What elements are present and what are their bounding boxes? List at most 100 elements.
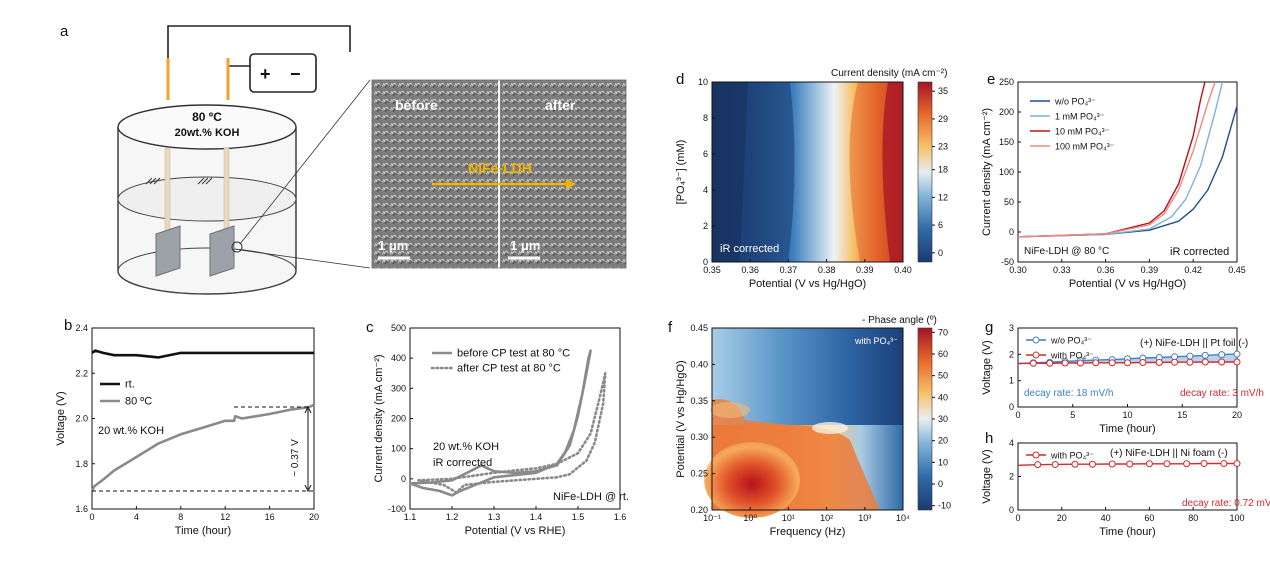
sample-label-c: NiFe-LDH @ rt.: [553, 491, 629, 503]
x-tick-label-g: 15: [1177, 410, 1187, 420]
legend-marker-g: [1032, 336, 1040, 344]
colorbar-tick-label-f: 0: [938, 479, 943, 489]
electrode-wire-left: [164, 147, 171, 233]
data-point-h: [1220, 460, 1228, 468]
decay-rate-red: decay rate: 3 mV/h: [1180, 388, 1264, 399]
sem-label-after: after: [545, 97, 576, 113]
data-point-g: [1061, 359, 1069, 367]
panel-letter-g: g: [985, 319, 993, 336]
y-tick-label-c: 400: [391, 353, 406, 363]
y-tick-label-b: 1.8: [75, 459, 88, 469]
data-point-h: [1108, 460, 1116, 468]
x-axis-label-b: Time (hour): [175, 525, 231, 537]
legend-label-b: rt.: [125, 379, 135, 391]
y-tick-label-e: 0: [1009, 227, 1014, 237]
panel-a: a + − 80 ºC 20wt.% KOH before after NiFe…: [60, 23, 627, 295]
data-point-g: [1139, 358, 1147, 366]
sem-image-before: [372, 80, 498, 268]
y-tick-label-c: 300: [391, 383, 406, 393]
electrolyte-label-c: 20 wt.% KOH: [433, 441, 499, 453]
x-tick-label-d: 0.36: [741, 265, 759, 275]
config-label-g: (+) NiFe-LDH || Pt foil (-): [1140, 338, 1248, 349]
decay-rate-h: decay rate: 0.72 mV/h: [1182, 498, 1270, 509]
y-tick-label-c: 100: [391, 444, 406, 454]
y-tick-label-e: 100: [999, 167, 1014, 177]
x-tick-label-c: 1.4: [530, 512, 543, 522]
panel-g: g 0 5 10 15 20 0 1 2 3 Time (hour) Voltage (V) w/o …: [981, 319, 1264, 435]
data-point-h: [1051, 460, 1059, 468]
y-tick-label-c: 500: [391, 323, 406, 333]
legend-label-e: 100 mM PO₄³⁻: [1055, 142, 1115, 152]
ir-label-d: iR corrected: [720, 243, 779, 255]
colorbar-tick-label-f: 10: [938, 457, 948, 467]
data-point-g: [1108, 359, 1116, 367]
circuit-wire-right: [227, 65, 250, 95]
electrode-leads: [166, 58, 230, 100]
colorbar-ticks-d: 0 6 12 18 23 29 35: [932, 86, 948, 258]
panel-letter-e: e: [987, 71, 995, 88]
data-point-g: [1029, 359, 1037, 367]
heatmap-d: [712, 82, 903, 262]
x-axis-label-g: Time (hour): [1099, 423, 1155, 435]
panel-letter-d: d: [676, 71, 684, 88]
electrode-plate-right: [209, 225, 235, 277]
x-tick-label-f: 10⁴: [896, 513, 910, 523]
data-point-g: [1046, 359, 1054, 367]
battery: [249, 53, 317, 93]
sem-label-before: before: [395, 97, 438, 113]
series-line-c-1: [417, 372, 607, 494]
y-tick-label-b: 1.6: [75, 504, 88, 514]
panel-letter-f: f: [668, 319, 673, 336]
y-tick-label-e: -50: [1001, 257, 1014, 267]
decay-rate-blue: decay rate: 18 mV/h: [1024, 388, 1114, 399]
y-tick-label-f: 0.45: [690, 323, 708, 333]
y-tick-label-g: 3: [1009, 323, 1014, 333]
x-tick-label-c: 1.5: [572, 512, 585, 522]
x-tick-label-c: 1.2: [446, 512, 459, 522]
y-tick-label-f: 0.40: [690, 359, 708, 369]
data-point-g: [1186, 352, 1194, 360]
data-point-g: [1092, 359, 1100, 367]
legend-label-b: 80 ºC: [125, 396, 152, 408]
colorbar-title-f: - Phase angle (º): [862, 315, 937, 326]
x-tick-label-d: 0.38: [818, 265, 836, 275]
colorbar-title-d: Current density (mA cm⁻²): [831, 68, 947, 79]
x-tick-label-h: 60: [1144, 513, 1154, 523]
legend-marker-h: [1032, 451, 1040, 459]
data-point-g: [1233, 358, 1241, 366]
sem-arrow-label: NiFe-LDH: [468, 160, 532, 176]
axes-e: 0.30 0.33 0.36 0.39 0.42 0.45 -50 0 50 100 150 200 2…: [981, 77, 1246, 290]
y-tick-label-c: -100: [388, 504, 406, 514]
panel-letter-b: b: [64, 317, 72, 334]
colorbar-tick-label-f: 60: [938, 349, 948, 359]
y-tick-label-d: 10: [698, 77, 708, 87]
heatmap-f: [704, 328, 903, 518]
y-tick-label-d: 2: [703, 221, 708, 231]
legend-label-g: w/o PO₄³⁻: [1050, 336, 1092, 346]
x-axis-label-d: Potential (V vs Hg/HgO): [749, 278, 866, 290]
bubble-marks: [145, 177, 213, 185]
x-tick-label-e: 0.33: [1053, 265, 1071, 275]
colorbar-tick-label-d: 12: [938, 192, 948, 202]
y-tick-label-h: 0: [1009, 505, 1014, 515]
data-point-g: [1124, 359, 1131, 367]
colorbar-d: [917, 81, 933, 263]
y-tick-label-d: 6: [703, 149, 708, 159]
x-tick-label-b: 8: [178, 512, 183, 522]
x-tick-label-f: 10⁰: [743, 513, 757, 523]
y-tick-label-f: 0.35: [690, 396, 708, 406]
axes-c: 1.1 1.2 1.3 1.4 1.5 1.6 -100 0 100 200 300 400 500 Po…: [373, 323, 626, 537]
data-point-h: [1126, 460, 1134, 468]
y-axis-label-h: Voltage (V): [981, 449, 993, 503]
y-axis-label-f: Potential (V vs Hg/HgO): [675, 360, 687, 477]
x-tick-label-b: 4: [134, 512, 139, 522]
scale-bar-label-after: 1 μm: [510, 238, 540, 253]
y-tick-label-f: 0.25: [690, 469, 708, 479]
axes-g: 0 5 10 15 20 0 1 2 3 Time (hour) Voltage (V) w/o PO…: [981, 323, 1242, 435]
x-tick-label-b: 12: [220, 512, 230, 522]
data-point-g: [1201, 358, 1209, 366]
y-tick-label-e: 50: [1004, 197, 1014, 207]
x-tick-label-g: 5: [1070, 410, 1075, 420]
colorbar-tick-label-d: 29: [938, 114, 948, 124]
x-tick-label-f: 10⁻¹: [703, 513, 721, 523]
